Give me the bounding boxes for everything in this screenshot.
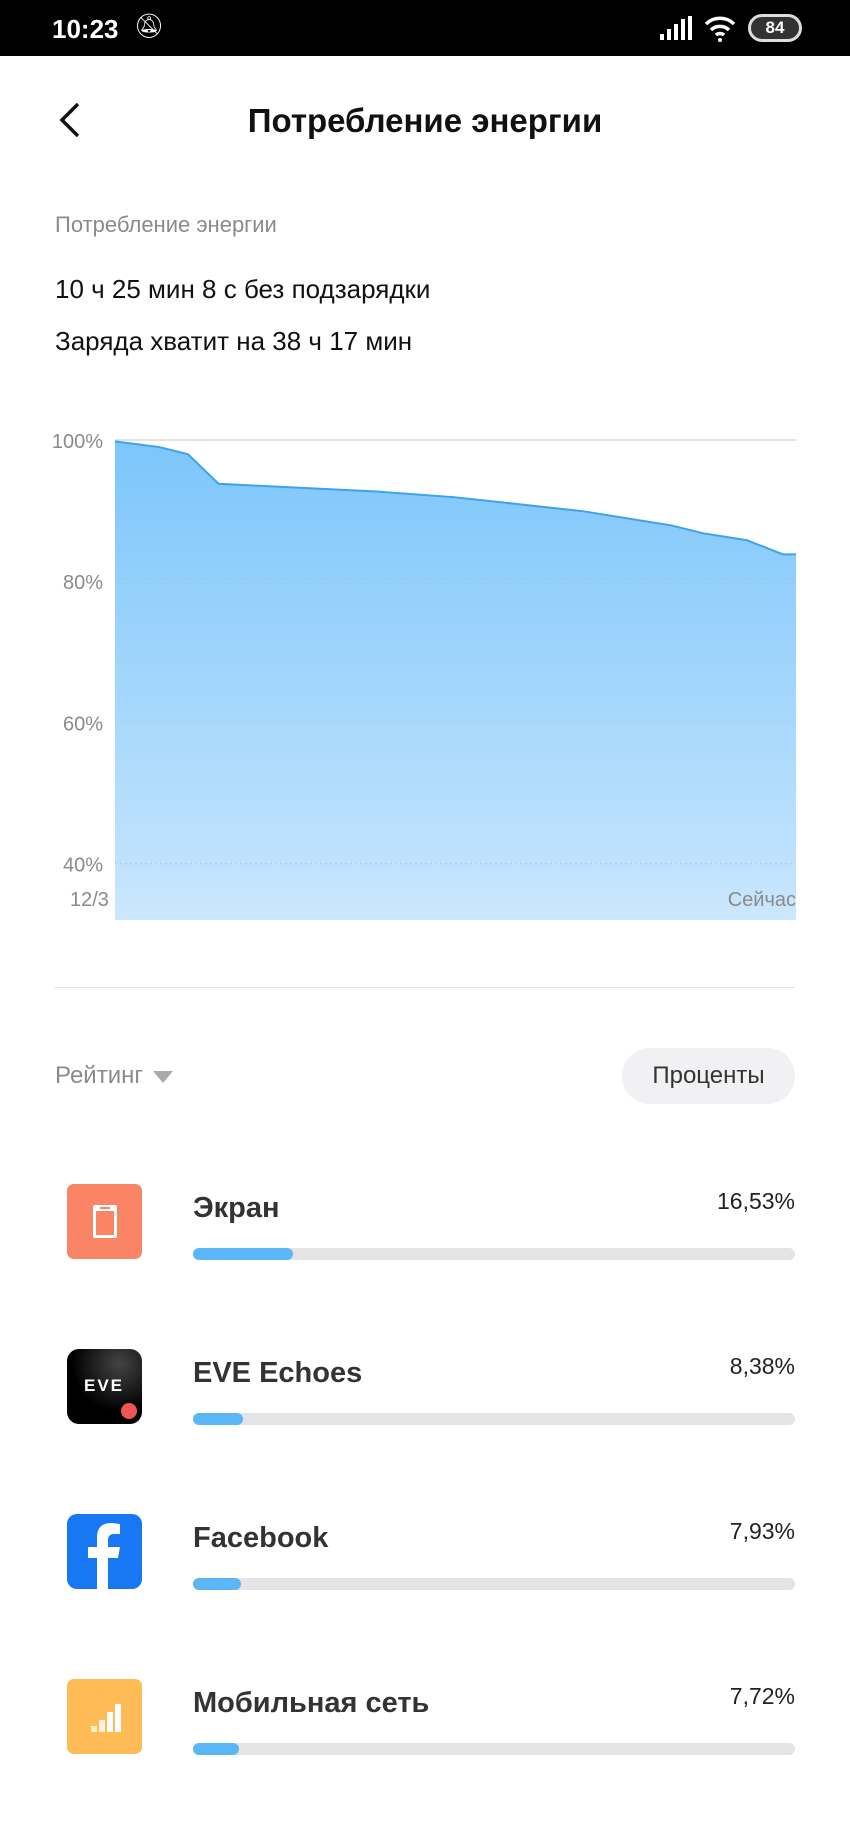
since-unplugged-text: 10 ч 25 мин 8 с без подзарядки <box>55 274 431 304</box>
y-tick-label: 80% <box>63 572 103 594</box>
item-name: EVE Echoes <box>193 1357 363 1389</box>
area-fill <box>115 441 796 920</box>
item-percent: 16,53% <box>716 1188 795 1214</box>
usage-bar-fill <box>193 1248 293 1260</box>
clock: 10:23 <box>52 14 119 44</box>
item-percent: 8,38% <box>729 1353 795 1379</box>
item-name: Экран <box>193 1192 280 1224</box>
list-item-screen[interactable]: Экран 16,53% <box>0 1184 850 1284</box>
item-percent: 7,93% <box>729 1518 795 1544</box>
list-item-eve-echoes[interactable]: EVE EVE Echoes 8,38% <box>0 1349 850 1449</box>
usage-bar <box>193 1578 795 1590</box>
list-item-mobile-network[interactable]: Мобильная сеть 7,72% <box>0 1679 850 1779</box>
list-item-facebook[interactable]: Facebook 7,93% <box>0 1514 850 1614</box>
y-tick-label: 40% <box>63 855 103 877</box>
back-button[interactable] <box>52 98 92 142</box>
mobile-network-icon <box>67 1679 142 1754</box>
x-tick-label: 12/3 <box>70 889 109 911</box>
caret-down-icon <box>153 1070 174 1083</box>
page-title: Потребление энергии <box>247 102 603 139</box>
usage-bar <box>193 1248 795 1260</box>
item-name: Мобильная сеть <box>193 1687 430 1719</box>
mute-icon: 🔕︎ <box>134 13 165 40</box>
battery-line <box>114 440 796 556</box>
divider <box>55 987 795 988</box>
usage-bar-fill <box>193 1743 240 1755</box>
y-tick-label: 100% <box>52 431 103 453</box>
y-tick-label: 60% <box>63 713 103 735</box>
signal-icon <box>660 16 692 40</box>
battery-icon: 84 <box>748 14 802 42</box>
sort-dropdown[interactable]: Рейтинг <box>55 1062 174 1090</box>
eve-echoes-icon: EVE <box>67 1349 142 1424</box>
usage-bar-fill <box>193 1578 241 1590</box>
svg-text:EVE: EVE <box>84 1376 124 1395</box>
item-name: Facebook <box>193 1522 329 1554</box>
usage-bar-fill <box>193 1413 244 1425</box>
sort-label: Рейтинг <box>55 1062 144 1089</box>
usage-bar <box>193 1413 795 1425</box>
section-label: Потребление энергии <box>55 212 277 237</box>
screen-icon <box>67 1184 142 1259</box>
percent-mode-button[interactable]: Проценты <box>622 1048 795 1104</box>
remaining-time-text: Заряда хватит на 38 ч 17 мин <box>55 326 413 356</box>
x-tick-label: Сейчас <box>728 889 796 911</box>
item-percent: 7,72% <box>729 1683 795 1709</box>
usage-bar <box>193 1743 795 1755</box>
wifi-icon <box>704 16 736 42</box>
status-bar: 10:23 🔕︎ 84 <box>0 0 850 56</box>
facebook-icon <box>67 1514 142 1589</box>
